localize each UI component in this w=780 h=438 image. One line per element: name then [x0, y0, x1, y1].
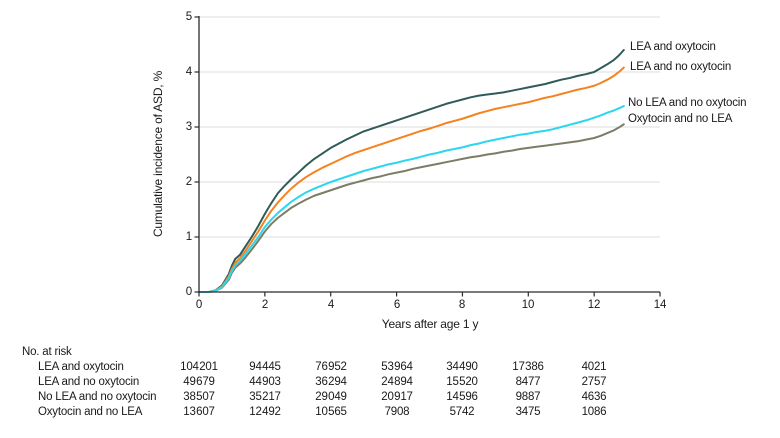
risk-cell: 8477 [515, 376, 541, 388]
risk-cell: 38 507 [183, 391, 215, 403]
risk-cell: 24 894 [381, 376, 413, 388]
risk-cell: 36 294 [315, 376, 347, 388]
x-tick-label-2: 2 [261, 299, 269, 311]
risk-cell: 4021 [581, 361, 607, 373]
x-tick-label-6: 6 [393, 299, 401, 311]
x-tick-label-0: 0 [195, 299, 203, 311]
series-label-oxytocin-and-no-lea: Oxytocin and no LEA [628, 113, 733, 125]
x-tick-label-10: 10 [521, 299, 535, 311]
series-line-lea-and-no-oxytocin [198, 66, 625, 293]
y-tick-label-1: 1 [185, 231, 192, 243]
risk-cell: 9887 [515, 391, 541, 403]
risk-row-label: LEA and oxytocin [38, 361, 124, 373]
risk-cell: 14 596 [446, 391, 478, 403]
risk-cell: 17 386 [512, 361, 544, 373]
x-axis-title: Years after age 1 y [381, 317, 479, 331]
risk-cell: 2757 [581, 376, 607, 388]
risk-cell: 13 607 [183, 406, 215, 418]
y-tick-label-4: 4 [185, 66, 192, 78]
risk-cell: 29 049 [315, 391, 347, 403]
risk-table-header: No. at risk [22, 346, 72, 358]
risk-cell: 10 565 [315, 406, 347, 418]
risk-cell: 5742 [449, 406, 475, 418]
risk-cell: 3475 [515, 406, 541, 418]
risk-row-label: No LEA and no oxytocin [38, 391, 157, 403]
y-axis-title: Cumulative incidence of ASD, % [151, 70, 165, 238]
risk-cell: 34 490 [446, 361, 478, 373]
risk-cell: 76 952 [315, 361, 347, 373]
risk-cell: 20 917 [381, 391, 413, 403]
y-tick-label-0: 0 [185, 286, 192, 298]
risk-cell: 104 201 [180, 361, 218, 373]
x-tick-label-14: 14 [653, 299, 667, 311]
series-label-lea-and-oxytocin: LEA and oxytocin [630, 41, 716, 53]
risk-cell: 53 964 [381, 361, 413, 373]
risk-cell: 4636 [581, 391, 607, 403]
risk-cell: 7908 [384, 406, 410, 418]
risk-cell: 1086 [581, 406, 607, 418]
series-label-lea-and-no-oxytocin: LEA and no oxytocin [630, 61, 732, 73]
y-tick-label-2: 2 [185, 176, 192, 188]
risk-cell: 94 445 [249, 361, 281, 373]
risk-cell: 44 903 [249, 376, 281, 388]
series-label-no-lea-and-no-oxytocin: No LEA and no oxytocin [628, 97, 747, 109]
y-tick-label-3: 3 [185, 121, 192, 133]
series-line-no-lea-and-no-oxytocin [198, 105, 625, 293]
series-line-oxytocin-and-no-lea [198, 123, 625, 293]
risk-cell: 49 679 [183, 376, 215, 388]
x-tick-label-4: 4 [327, 299, 335, 311]
x-tick-label-8: 8 [458, 299, 466, 311]
risk-row-label: Oxytocin and no LEA [38, 406, 143, 418]
risk-row-label: LEA and no oxytocin [38, 376, 140, 388]
risk-cell: 15 520 [446, 376, 478, 388]
y-tick-label-5: 5 [185, 11, 192, 23]
series-line-lea-and-oxytocin [198, 49, 625, 293]
x-tick-label-12: 12 [587, 299, 601, 311]
risk-cell: 12 492 [249, 406, 281, 418]
risk-cell: 35 217 [249, 391, 281, 403]
